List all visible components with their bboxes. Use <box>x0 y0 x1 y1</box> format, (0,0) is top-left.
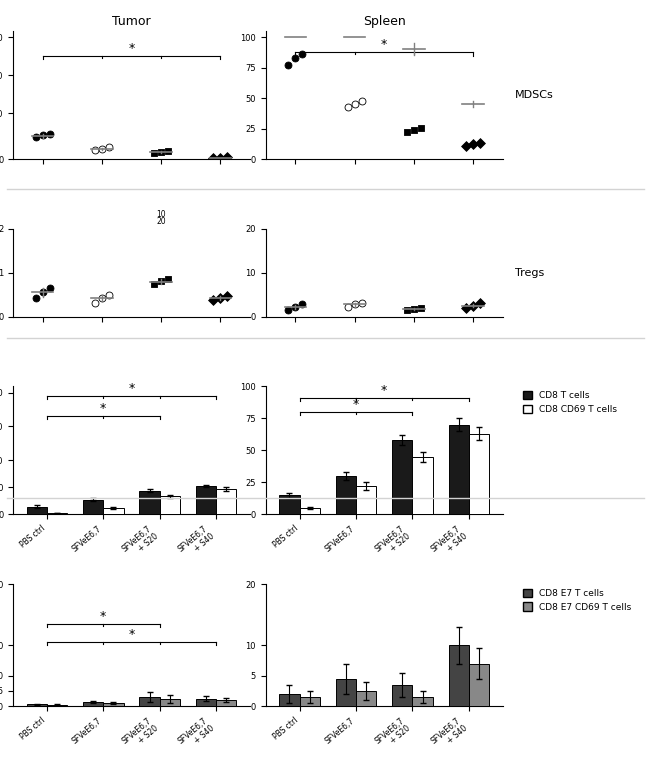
Point <box>97 143 107 155</box>
Bar <box>448 645 469 706</box>
Bar <box>47 513 67 514</box>
Text: MDSCs: MDSCs <box>515 90 553 100</box>
Point <box>45 282 55 294</box>
Point <box>343 301 353 314</box>
Text: *: * <box>128 628 135 641</box>
Point <box>416 302 426 314</box>
Point <box>104 141 114 154</box>
Bar <box>280 495 300 514</box>
Bar <box>103 703 124 706</box>
Point <box>461 140 471 152</box>
Point <box>283 58 293 71</box>
Point <box>468 138 478 151</box>
Point <box>208 152 218 165</box>
Point <box>475 137 486 150</box>
Legend: CD8 T cells, CD8 CD69 T cells: CD8 T cells, CD8 CD69 T cells <box>523 391 618 414</box>
Text: *: * <box>353 398 359 411</box>
Bar <box>27 507 47 514</box>
Bar <box>139 490 160 514</box>
Point <box>97 292 107 304</box>
Point <box>38 286 48 299</box>
Point <box>461 302 471 314</box>
Bar <box>47 705 67 706</box>
Bar <box>280 694 300 706</box>
Bar <box>103 508 124 514</box>
Bar <box>216 700 237 706</box>
Point <box>409 303 419 315</box>
Point <box>350 98 360 110</box>
Point <box>163 273 174 286</box>
Point <box>290 52 300 64</box>
Point <box>156 275 166 287</box>
Point <box>468 300 478 312</box>
Bar <box>356 487 376 514</box>
Point <box>343 101 353 113</box>
Point <box>215 292 226 304</box>
Bar <box>196 486 216 514</box>
Title: Spleen: Spleen <box>363 16 406 29</box>
Point <box>90 297 100 310</box>
Point <box>475 297 486 310</box>
Point <box>90 144 100 156</box>
Text: Tregs: Tregs <box>515 268 544 278</box>
Bar <box>413 457 433 514</box>
Point <box>149 147 159 160</box>
Bar <box>300 508 320 514</box>
Bar <box>335 476 356 514</box>
Bar <box>160 699 180 706</box>
Bar <box>83 500 103 514</box>
Point <box>31 131 41 144</box>
Bar <box>356 691 376 706</box>
Point <box>297 47 307 60</box>
Bar <box>469 663 489 706</box>
Point <box>297 298 307 310</box>
Point <box>350 298 360 310</box>
Point <box>31 292 41 304</box>
Bar <box>27 705 47 706</box>
Text: 10: 10 <box>157 210 166 220</box>
Legend: CD8 E7 T cells, CD8 E7 CD69 T cells: CD8 E7 T cells, CD8 E7 CD69 T cells <box>523 589 632 611</box>
Text: *: * <box>100 402 107 415</box>
Point <box>104 289 114 301</box>
Point <box>357 296 367 309</box>
Point <box>357 95 367 107</box>
Bar <box>139 697 160 706</box>
Bar <box>392 440 413 514</box>
Bar <box>413 697 433 706</box>
Bar <box>300 697 320 706</box>
Text: *: * <box>128 42 135 55</box>
Bar <box>160 496 180 514</box>
Point <box>149 278 159 290</box>
Point <box>409 124 419 137</box>
Bar <box>392 685 413 706</box>
Point <box>163 145 174 158</box>
Point <box>283 304 293 317</box>
Bar <box>469 434 489 514</box>
Title: Tumor: Tumor <box>112 16 151 29</box>
Point <box>416 122 426 134</box>
Text: *: * <box>100 610 107 622</box>
Bar <box>196 699 216 706</box>
Point <box>402 126 412 138</box>
Bar <box>216 489 237 514</box>
Point <box>156 146 166 158</box>
Text: *: * <box>128 382 135 395</box>
Point <box>402 304 412 317</box>
Text: *: * <box>381 38 387 51</box>
Point <box>290 301 300 314</box>
Text: 20: 20 <box>157 217 166 227</box>
Text: *: * <box>381 383 387 397</box>
Point <box>215 151 226 164</box>
Point <box>45 128 55 140</box>
Bar <box>83 702 103 706</box>
Point <box>38 129 48 141</box>
Bar <box>448 424 469 514</box>
Point <box>208 294 218 307</box>
Point <box>222 151 233 164</box>
Point <box>222 289 233 302</box>
Bar <box>335 679 356 706</box>
